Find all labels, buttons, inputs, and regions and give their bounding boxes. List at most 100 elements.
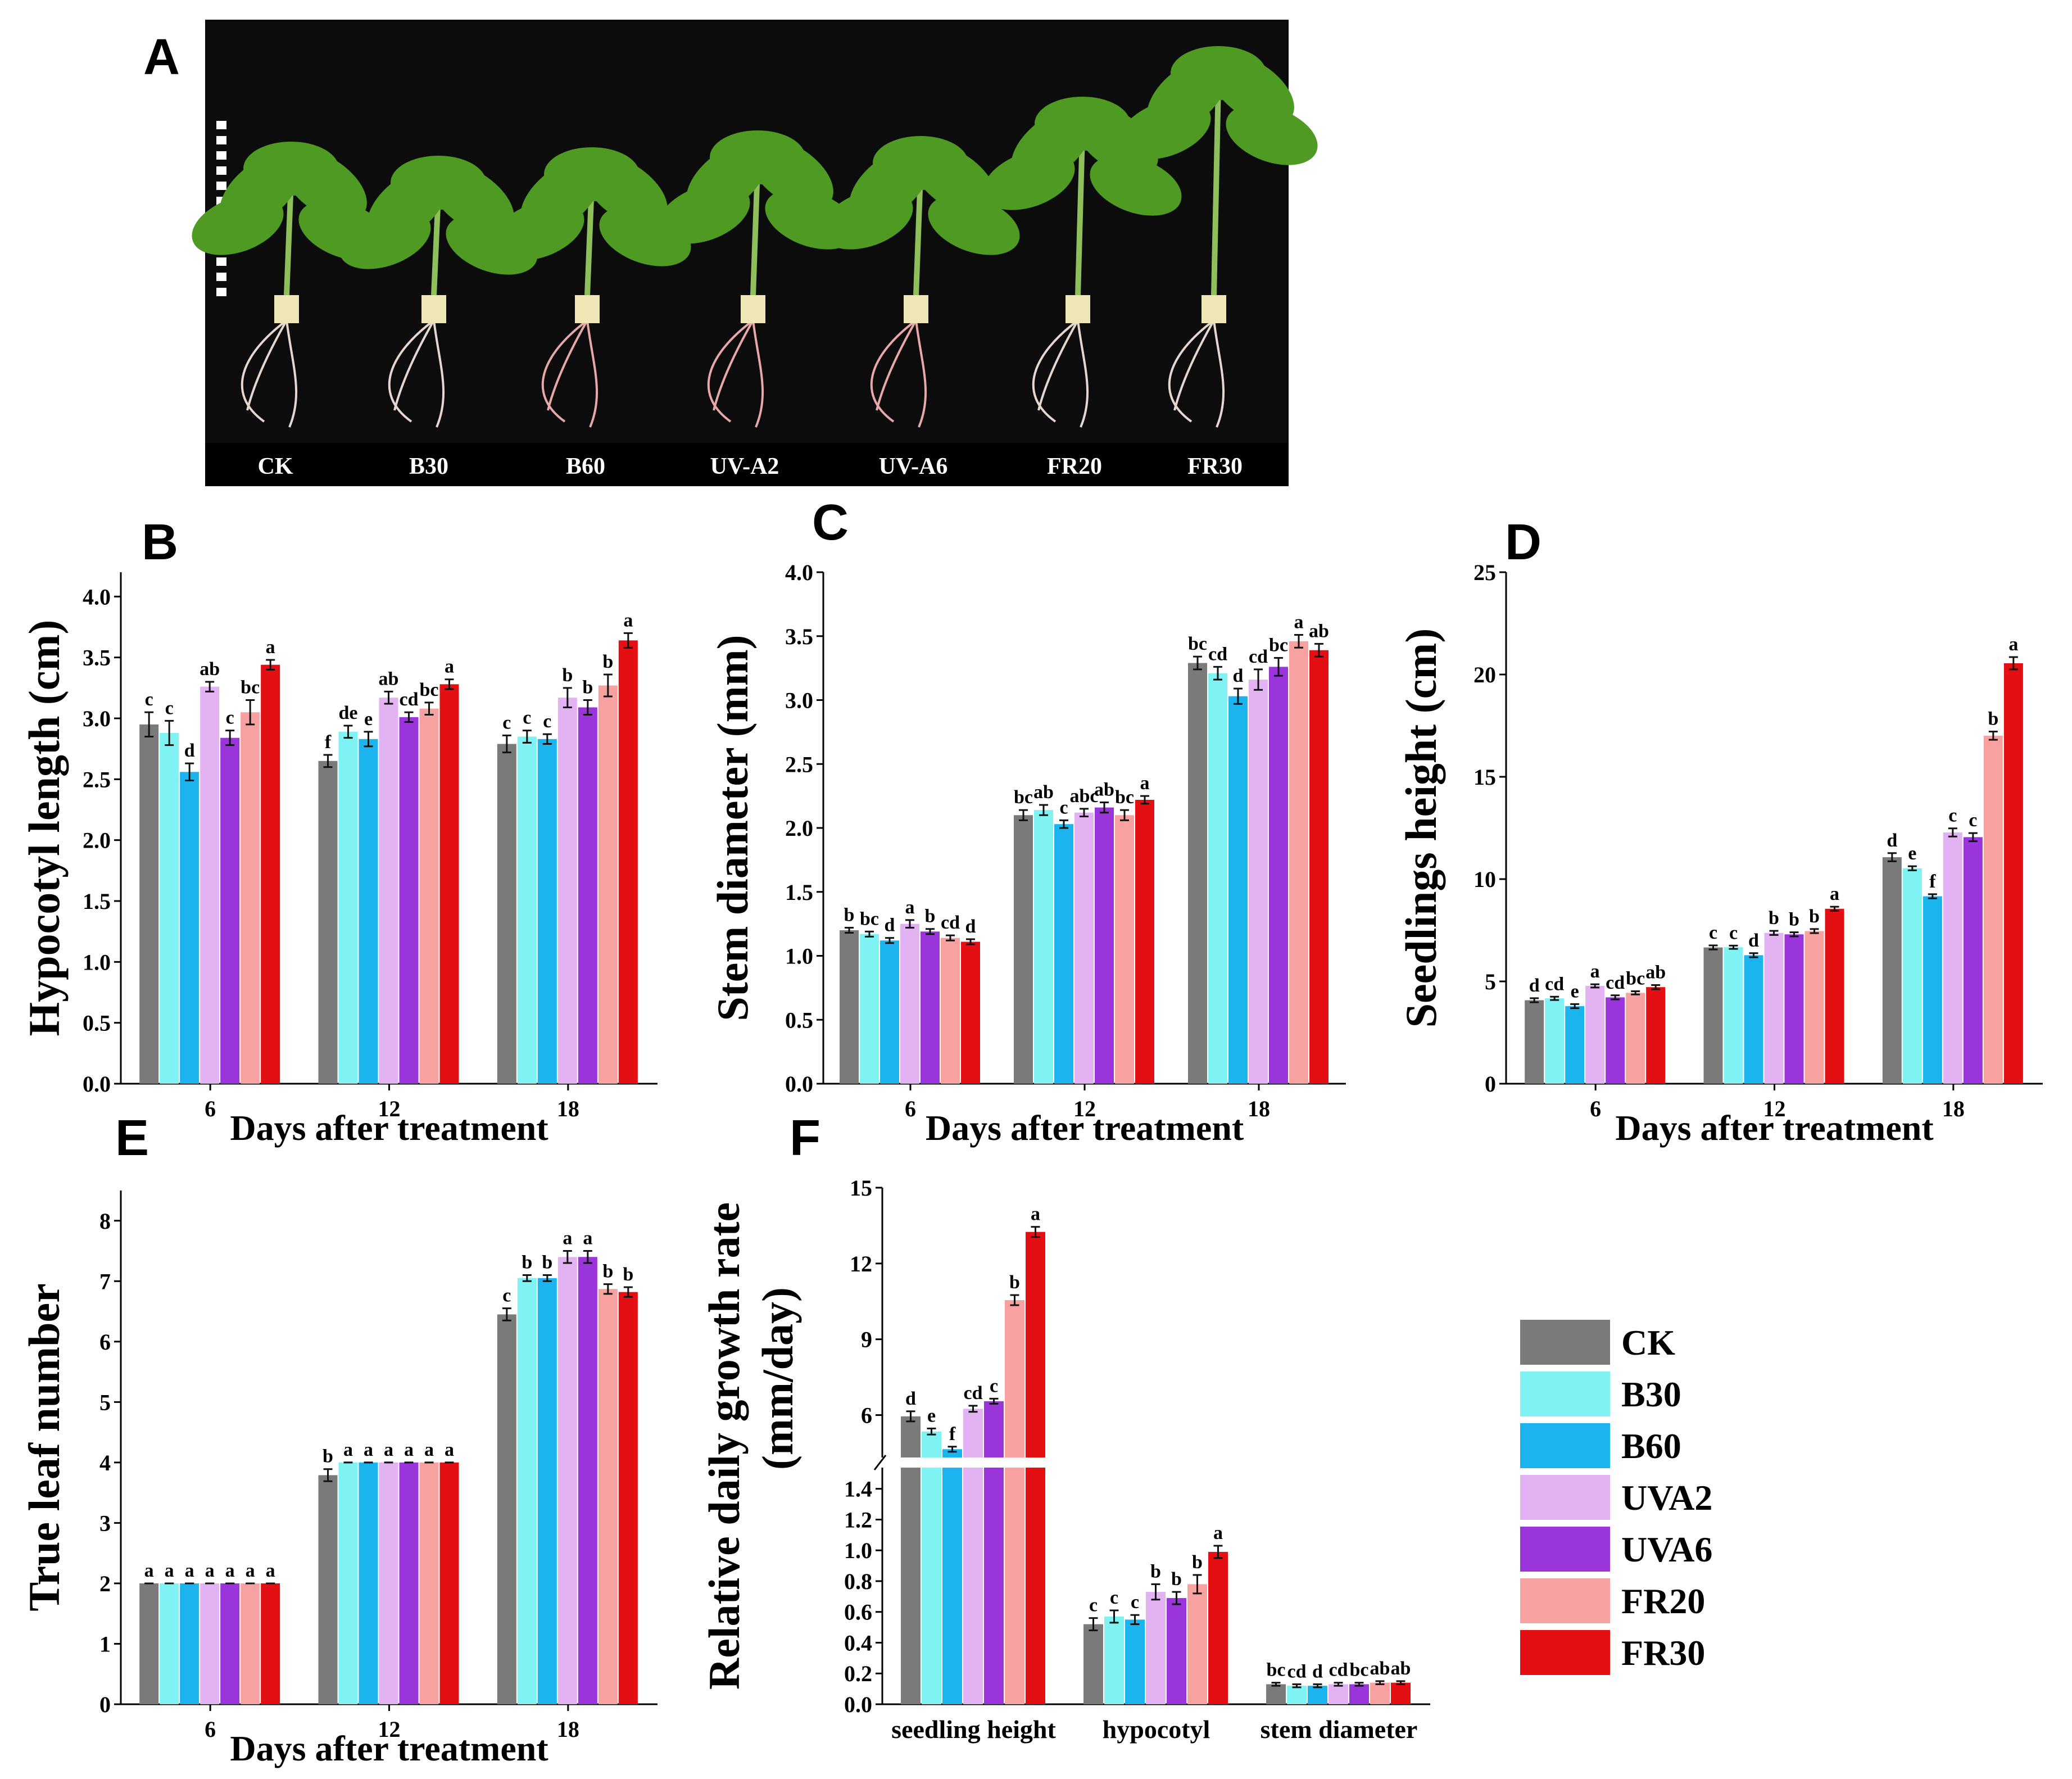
leaf [1035, 97, 1130, 151]
x-tick-label: 6 [205, 1096, 216, 1121]
bar-FR30 [2003, 663, 2023, 1084]
y-tick-label: 3 [99, 1510, 111, 1536]
bar-UVA6 [1269, 667, 1288, 1084]
bar-B30 [517, 1278, 537, 1704]
photo-label: FR20 [1047, 454, 1102, 479]
significance-label: cd [1329, 1660, 1348, 1681]
legend-item-FR20: FR20 [1520, 1578, 1705, 1623]
bar-CK [318, 761, 338, 1084]
ruler-tick [216, 166, 226, 175]
y-tick-label: 8 [99, 1208, 111, 1234]
seedling-4 [658, 130, 857, 428]
bar-B30 [1208, 673, 1227, 1084]
significance-label: a [266, 1560, 275, 1581]
bar-FR30 [1026, 1232, 1045, 1704]
bar-UVA6 [1095, 807, 1114, 1084]
significance-label: a [185, 1560, 194, 1581]
y-tick-label: 5 [1485, 969, 1496, 994]
rock-wool-cube [421, 295, 446, 323]
roots [1032, 319, 1089, 428]
bar-CK [497, 1314, 516, 1704]
significance-label: ab [1370, 1658, 1390, 1679]
leaf [1171, 46, 1266, 100]
y-tick-label: 0 [99, 1692, 111, 1717]
x-axis-title: Days after treatment [230, 1728, 548, 1768]
y-tick-label: 9 [861, 1327, 872, 1352]
x-axis-title: Days after treatment [926, 1108, 1244, 1148]
significance-label: bc [860, 908, 879, 929]
bar-FR20 [598, 685, 618, 1084]
significance-label: a [445, 1440, 454, 1460]
significance-label: b [1809, 906, 1820, 927]
significance-label: c [1089, 1595, 1098, 1616]
roots [707, 319, 764, 428]
legend-swatch [1520, 1320, 1610, 1365]
significance-label: c [1059, 797, 1068, 818]
y-tick-label: 1.2 [844, 1507, 872, 1532]
x-tick-label: 12 [378, 1717, 401, 1742]
legend-item-B30: B30 [1520, 1371, 1681, 1416]
y-tick-label: 0.0 [844, 1692, 872, 1717]
significance-label: e [364, 709, 373, 730]
bar-CK [1703, 947, 1723, 1084]
y-tick-label: 15 [1473, 764, 1496, 790]
x-tick-label: 6 [905, 1096, 916, 1121]
x-tick-label: 6 [1590, 1096, 1601, 1121]
y-tick-label: 3.5 [785, 624, 813, 649]
significance-label: c [1948, 805, 1957, 826]
photo-label: UV-A2 [710, 454, 779, 479]
significance-label: b [1769, 908, 1779, 929]
legend-label: FR20 [1621, 1581, 1705, 1621]
significance-label: bc [1188, 633, 1207, 654]
y-axis-title: Hypocotyl length (cm) [20, 620, 69, 1036]
bar-FR20 [1626, 993, 1645, 1084]
significance-label: a [246, 1560, 255, 1581]
roots [541, 319, 599, 428]
seedling-2 [339, 156, 538, 428]
ruler-tick [216, 151, 226, 160]
bar-B30 [160, 1583, 179, 1704]
bar-FR20 [1289, 641, 1308, 1084]
significance-label: b [602, 1261, 613, 1282]
significance-label: bc [1267, 1660, 1286, 1681]
leaf [391, 156, 486, 210]
bar-B30 [1724, 947, 1743, 1084]
panel-label-a: A [143, 29, 180, 85]
bar-UVA6 [1167, 1598, 1186, 1704]
bar-FR30 [1825, 908, 1844, 1084]
significance-label: c [1110, 1587, 1118, 1608]
photo-label-strip [205, 443, 1289, 486]
legend-label: B30 [1621, 1374, 1681, 1414]
significance-label: a [1294, 612, 1304, 632]
significance-label: a [2008, 634, 2018, 655]
significance-label: b [1789, 909, 1799, 930]
bar-B30 [1104, 1616, 1124, 1704]
y-tick-label: 2.0 [785, 816, 813, 841]
significance-label: a [205, 1560, 215, 1581]
bar-CK [840, 930, 859, 1084]
significance-label: e [1571, 981, 1579, 1002]
significance-label: d [1529, 975, 1540, 996]
y-tick-label: 1.5 [83, 889, 111, 914]
bar-CK [318, 1475, 338, 1704]
seedling-5 [821, 136, 1020, 428]
significance-label: d [905, 1388, 916, 1409]
rock-wool-cube [904, 295, 928, 323]
panel-label-f: F [790, 1110, 820, 1166]
significance-label: bc [1269, 635, 1288, 655]
significance-label: c [990, 1375, 998, 1396]
y-tick-label: 6 [99, 1329, 111, 1355]
legend-label: B60 [1621, 1426, 1681, 1466]
significance-label: a [1140, 773, 1150, 794]
bar-FR20 [1115, 815, 1134, 1084]
bar-FR20 [419, 708, 439, 1084]
panel-label-e: E [115, 1110, 149, 1166]
significance-label: a [905, 897, 915, 918]
significance-label: de [339, 703, 358, 723]
significance-label: bc [1350, 1660, 1369, 1681]
y-tick-label: 0.6 [844, 1600, 872, 1625]
bar-B60 [180, 772, 200, 1084]
bar-FR20 [1805, 931, 1824, 1084]
bar-CK [1188, 663, 1207, 1084]
y-tick-label: 2.0 [83, 828, 111, 853]
